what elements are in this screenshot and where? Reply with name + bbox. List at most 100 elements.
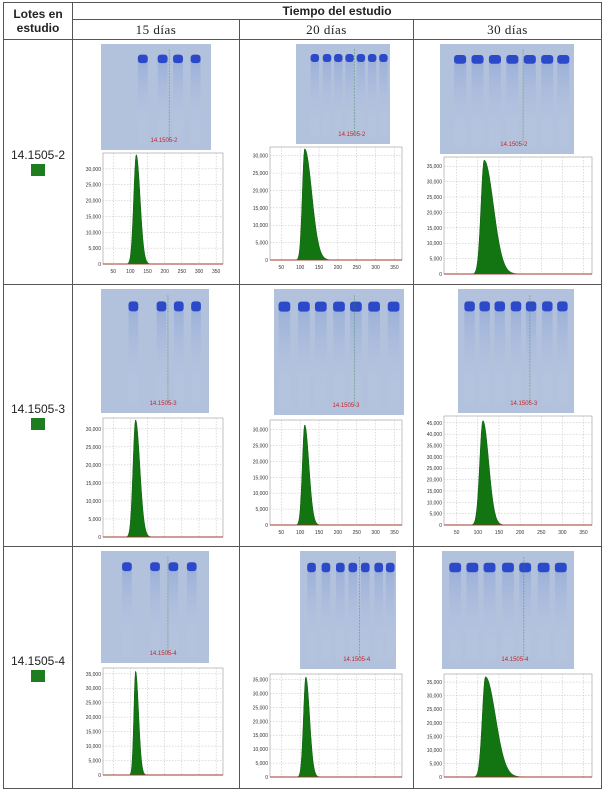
gel-lot-label: 14.1505-3 <box>149 401 177 407</box>
x-tick-label: 100 <box>126 269 135 275</box>
result-cell: 14.1505-3 0 5,000 10,000 15,000 20,000 25,000 3… <box>72 284 240 547</box>
y-tick-label: 25,000 <box>86 183 102 189</box>
size-distribution-chart: 0 5,000 10,000 15,000 20,000 25,000 30,000 <box>77 415 227 543</box>
lot-color-swatch <box>31 164 45 176</box>
y-tick-label: 25,000 <box>253 171 269 177</box>
lot-color-swatch <box>31 417 45 430</box>
y-tick-label: 10,000 <box>86 499 102 505</box>
y-tick-label: 15,000 <box>427 734 443 740</box>
y-tick-label: 5,000 <box>429 761 442 767</box>
y-tick-label: 5,000 <box>429 512 442 518</box>
result-cell: 14.1505-2 0 5,000 10,000 15,000 20,000 25,000 3… <box>72 39 240 285</box>
x-tick-label: 350 <box>579 530 588 536</box>
y-tick-label: 5,000 <box>255 241 268 247</box>
y-tick-label: 15,000 <box>86 481 102 487</box>
y-tick-label: 10,000 <box>253 491 269 497</box>
y-tick-label: 0 <box>98 535 101 541</box>
time-header: Tiempo del estudio <box>72 2 602 20</box>
x-tick-label: 300 <box>371 265 380 271</box>
y-tick-label: 0 <box>439 523 442 529</box>
x-tick-label: 300 <box>195 269 204 275</box>
size-distribution-chart: 0 5,000 10,000 15,000 20,000 25,000 30,000 35,0… <box>418 671 596 783</box>
table-row: 14.1505-4 14.1505-4 0 5,000 10,000 15,000 20,… <box>3 546 602 789</box>
gel-lot-label: 14.1505-3 <box>510 401 538 407</box>
y-tick-label: 15,000 <box>427 489 443 495</box>
x-tick-label: 350 <box>390 530 399 536</box>
x-tick-label: 250 <box>537 530 546 536</box>
y-tick-label: 30,000 <box>86 427 102 433</box>
x-tick-label: 250 <box>353 265 362 271</box>
table-row: 14.1505-3 14.1505-3 0 5,000 10,000 15,000 20,… <box>3 284 602 547</box>
y-tick-label: 45,000 <box>427 421 443 427</box>
y-tick-label: 25,000 <box>253 705 269 711</box>
lot-header-line1: Lotes en <box>13 7 63 21</box>
gel-lot-label: 14.1505-2 <box>150 138 178 144</box>
lot-cell: 14.1505-4 <box>3 546 73 789</box>
x-tick-label: 100 <box>474 530 483 536</box>
y-tick-label: 30,000 <box>253 428 269 434</box>
y-tick-label: 30,000 <box>427 455 443 461</box>
y-tick-label: 20,000 <box>86 199 102 205</box>
y-tick-label: 35,000 <box>427 444 443 450</box>
sds-page-gel-image: 14.1505-3 <box>458 289 574 413</box>
y-tick-label: 5,000 <box>88 759 101 765</box>
size-distribution-chart: 0 5,000 10,000 15,000 20,000 25,000 30,000 50 10… <box>244 417 406 539</box>
y-tick-label: 0 <box>439 775 442 781</box>
size-distribution-chart: 0 5,000 10,000 15,000 20,000 25,000 30,000 35,0… <box>418 154 596 280</box>
x-tick-label: 50 <box>279 530 285 536</box>
lot-header-line2: estudio <box>16 21 60 35</box>
gel-lot-label: 14.1505-2 <box>338 132 366 138</box>
y-tick-label: 15,000 <box>253 206 269 212</box>
y-tick-label: 0 <box>265 258 268 264</box>
y-tick-label: 25,000 <box>427 195 443 201</box>
lot-cell: 14.1505-2 <box>3 39 73 285</box>
y-tick-label: 25,000 <box>86 701 102 707</box>
y-tick-label: 15,000 <box>253 733 269 739</box>
lot-name: 14.1505-3 <box>10 401 66 416</box>
y-tick-label: 15,000 <box>253 475 269 481</box>
sds-page-gel-image: 14.1505-2 <box>296 44 390 144</box>
sds-page-gel-image: 14.1505-3 <box>101 289 209 413</box>
stability-table: Lotes en estudio Tiempo del estudio 15 d… <box>3 2 602 789</box>
sds-page-gel-image: 14.1505-4 <box>300 551 396 669</box>
x-tick-label: 150 <box>315 265 324 271</box>
day-header-30: 30 días <box>413 19 602 40</box>
y-tick-label: 30,000 <box>427 694 443 700</box>
lot-column-header: Lotes en estudio <box>3 2 73 40</box>
size-distribution-chart: 0 5,000 10,000 15,000 20,000 25,000 30,000 50 10… <box>77 150 227 278</box>
day-header-15: 15 días <box>72 19 240 40</box>
size-distribution-chart: 0 5,000 10,000 15,000 20,000 25,000 30,000 35,0… <box>244 671 406 783</box>
x-tick-label: 200 <box>516 530 525 536</box>
y-tick-label: 25,000 <box>427 466 443 472</box>
y-tick-label: 0 <box>98 773 101 779</box>
size-distribution-chart: 0 5,000 10,000 15,000 20,000 25,000 30,000 50 10… <box>244 144 406 274</box>
lot-name: 14.1505-4 <box>10 653 66 668</box>
result-cell: 14.1505-4 0 5,000 10,000 15,000 20,000 25,000 3… <box>413 546 602 789</box>
y-tick-label: 10,000 <box>427 748 443 754</box>
y-tick-label: 30,000 <box>253 154 269 160</box>
y-tick-label: 15,000 <box>86 730 102 736</box>
x-tick-label: 50 <box>279 265 285 271</box>
y-tick-label: 10,000 <box>427 241 443 247</box>
x-tick-label: 350 <box>212 269 221 275</box>
size-distribution-chart: 0 5,000 10,000 15,000 20,000 25,000 30,000 35,0… <box>77 665 227 781</box>
y-tick-label: 20,000 <box>253 188 269 194</box>
y-tick-label: 0 <box>265 523 268 529</box>
x-tick-label: 250 <box>178 269 187 275</box>
result-cell: 14.1505-4 0 5,000 10,000 15,000 20,000 25,000 3… <box>72 546 240 789</box>
y-tick-label: 20,000 <box>427 210 443 216</box>
x-tick-label: 150 <box>495 530 504 536</box>
day-header-20: 20 días <box>239 19 414 40</box>
gel-lot-label: 14.1505-4 <box>149 651 177 657</box>
y-tick-label: 25,000 <box>427 707 443 713</box>
y-tick-label: 10,000 <box>86 744 102 750</box>
lot-cell: 14.1505-3 <box>3 284 73 547</box>
y-tick-label: 5,000 <box>255 507 268 513</box>
result-cell: 14.1505-2 0 5,000 10,000 15,000 20,000 25,000 3… <box>239 39 414 285</box>
lot-color-swatch <box>31 669 45 682</box>
y-tick-label: 35,000 <box>427 164 443 170</box>
y-tick-label: 5,000 <box>255 761 268 767</box>
y-tick-label: 0 <box>439 272 442 278</box>
y-tick-label: 35,000 <box>253 678 269 684</box>
y-tick-label: 15,000 <box>427 226 443 232</box>
